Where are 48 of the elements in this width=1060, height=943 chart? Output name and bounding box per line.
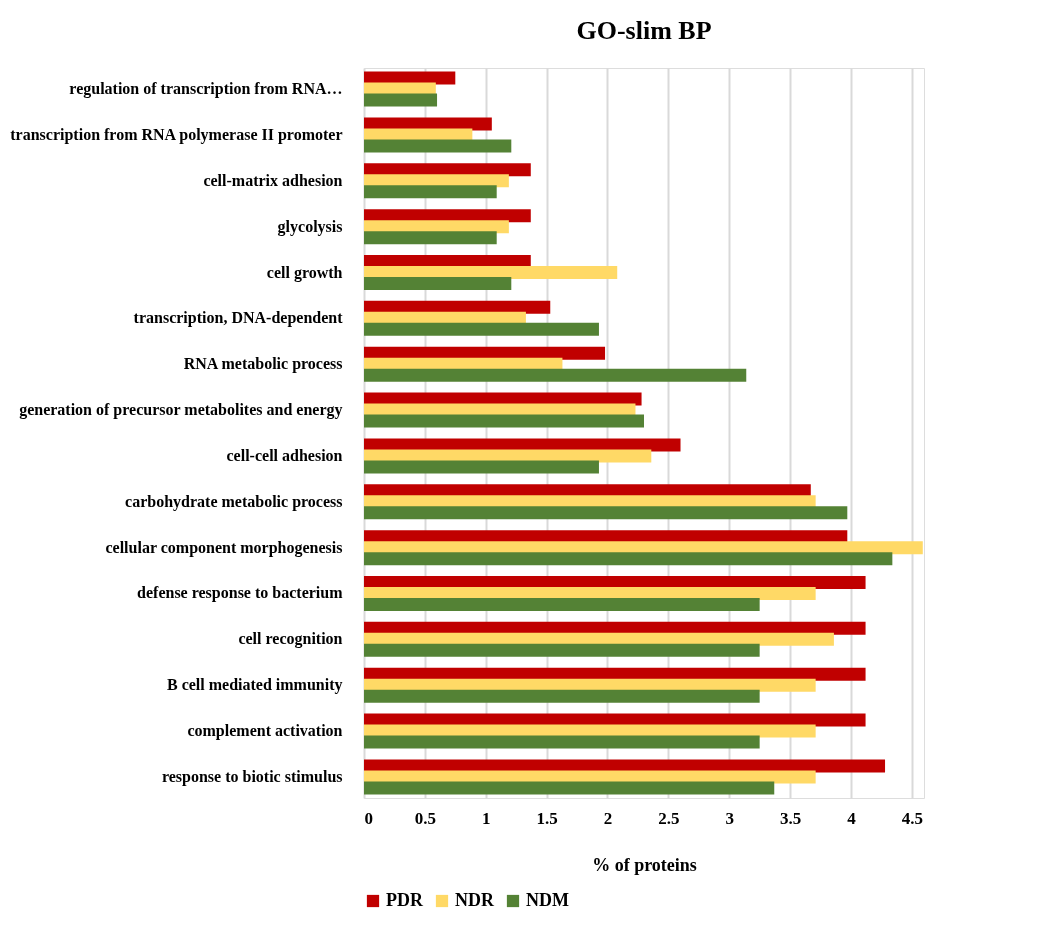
bar: [364, 414, 644, 428]
x-tick-label: 2.5: [658, 808, 680, 828]
x-tick-label: 3: [725, 808, 734, 828]
y-tick-label: glycolysis: [277, 217, 343, 236]
bar: [364, 266, 618, 280]
y-tick-label: RNA metabolic process: [183, 355, 343, 374]
x-tick-label: 1: [481, 808, 491, 828]
bar: [364, 597, 760, 611]
x-tick-label: 0.5: [414, 808, 436, 828]
y-tick-label: carbohydrate metabolic process: [125, 492, 343, 511]
y-tick-label: cell-matrix adhesion: [203, 171, 343, 189]
y-tick-label: transcription, DNA-dependent: [133, 309, 344, 328]
y-tick-label: cell recognition: [238, 630, 343, 649]
bar: [364, 460, 599, 474]
x-tick-label: 0: [364, 808, 373, 828]
y-tick-label: complement activation: [187, 722, 343, 741]
x-tick-label: 4.5: [901, 808, 923, 828]
legend-label: NDR: [455, 890, 495, 910]
y-tick-label: cell-cell adhesion: [226, 446, 343, 464]
y-tick-label: B cell mediated immunity: [166, 676, 343, 695]
y-tick-label: transcription from RNA polymerase II promoter: [10, 125, 343, 144]
x-tick-label: 3.5: [779, 808, 802, 828]
y-tick-label: response to biotic stimulus: [161, 767, 343, 786]
bar: [364, 552, 893, 566]
bar: [364, 277, 512, 291]
x-axis-title: % of proteins: [592, 854, 697, 875]
bar: [364, 231, 497, 245]
x-tick-label: 2: [603, 808, 613, 828]
bar: [364, 185, 497, 199]
bar: [364, 93, 438, 107]
chart-title: GO-slim BP: [576, 16, 712, 45]
y-tick-label: defense response to bacterium: [137, 584, 344, 603]
y-tick-label: generation of precursor metabolites and energy: [19, 401, 343, 420]
bar: [364, 689, 760, 703]
y-tick-label: regulation of transcription from RNA…: [69, 80, 343, 99]
bar: [364, 139, 512, 153]
y-tick-label: cellular component morphogenesis: [105, 538, 343, 557]
y-tick-label: cell growth: [266, 263, 343, 282]
x-tick-label: 4: [847, 808, 857, 828]
bar: [364, 643, 760, 657]
x-tick-label: 1.5: [536, 808, 558, 828]
bar: [364, 506, 848, 520]
legend-label: NDM: [526, 890, 569, 910]
bar: [364, 735, 760, 749]
bar: [364, 322, 599, 336]
bar: [364, 368, 747, 382]
bar: [364, 781, 775, 795]
legend-label: PDR: [386, 890, 424, 910]
